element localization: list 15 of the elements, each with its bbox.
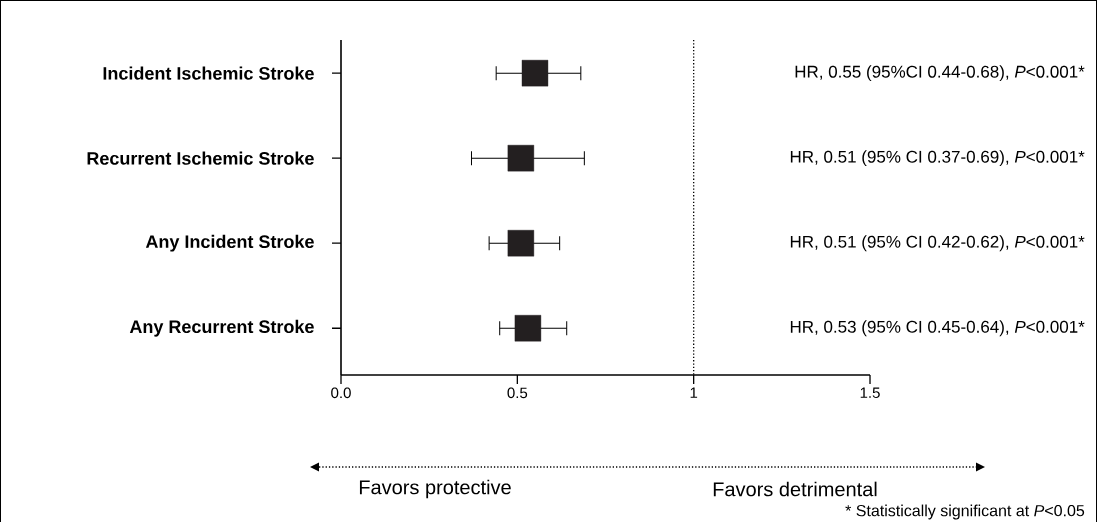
data-label: HR, 0.53 (95% CI 0.45-0.64), P<0.001*: [790, 320, 1085, 337]
x-tick-label: 0.5: [507, 387, 528, 399]
text: Favors detrimental: [713, 481, 877, 497]
y-tick-label: Any Incident Stroke: [145, 235, 314, 252]
data-label: HR, 0.51 (95% CI 0.37-0.69), P<0.001*: [790, 150, 1085, 167]
y-tick-label: Incident Ischemic Stroke: [103, 66, 314, 81]
text: * Statistically significant at P<0.05: [845, 504, 1085, 520]
data-label: HR, 0.55 (95%CI 0.44-0.68), P<0.001*: [795, 65, 1085, 82]
y-tick-label: Recurrent Ischemic Stroke: [87, 151, 314, 166]
x-tick-label: 1: [690, 387, 698, 399]
x-tick-label: 0.0: [331, 387, 351, 399]
data-label: HR, 0.51 (95% CI 0.42-0.62), P<0.001*: [790, 235, 1085, 252]
x-tick-label: 1.5: [860, 387, 880, 399]
text: Favors protective: [359, 479, 511, 499]
y-tick-label: Any Recurrent Stroke: [129, 320, 314, 337]
